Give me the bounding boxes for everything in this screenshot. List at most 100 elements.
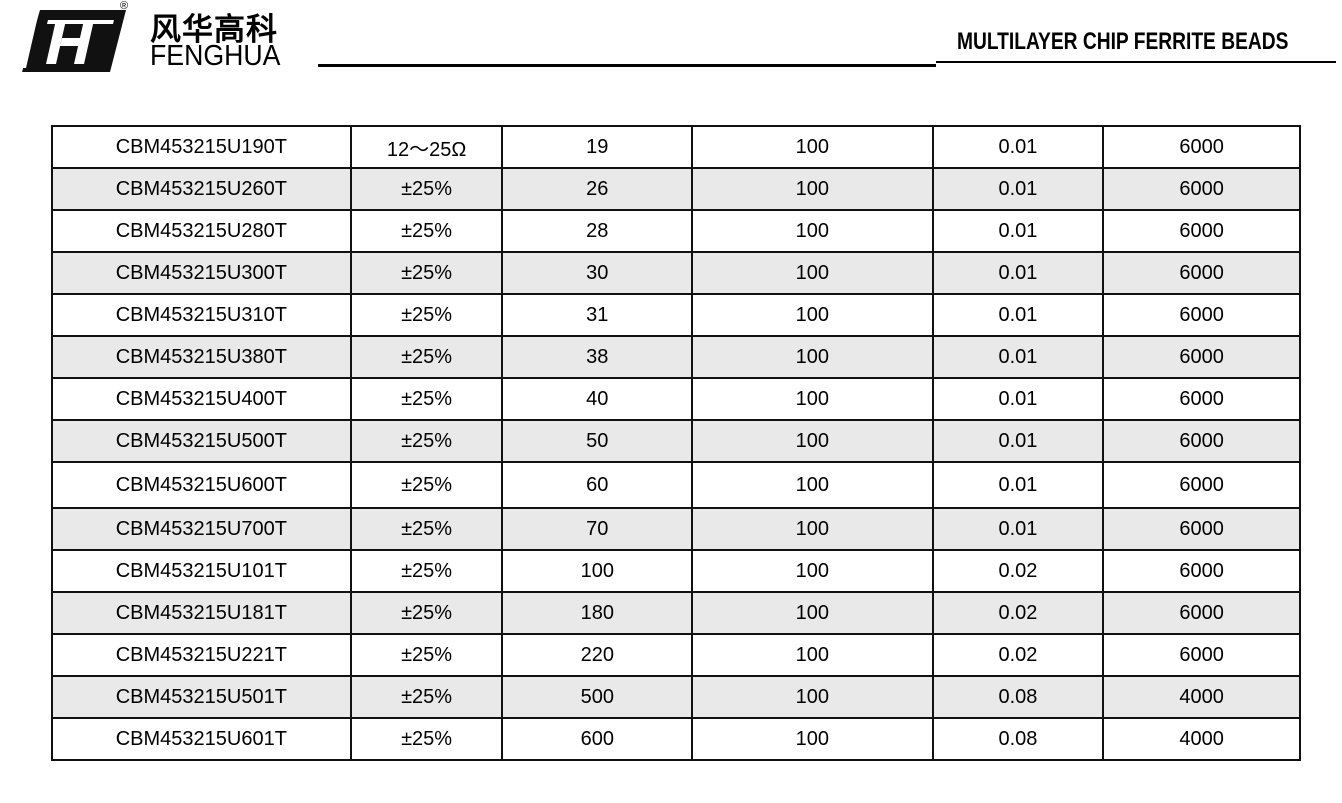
table-row: CBM453215U600T ±25% 60 100 0.01 6000 bbox=[51, 461, 1301, 509]
header-rule-right bbox=[936, 61, 1336, 63]
table-row: CBM453215U300T ±25% 30 100 0.01 6000 bbox=[51, 251, 1301, 295]
table-cell: 0.01 bbox=[931, 507, 1105, 551]
table-cell: 100 bbox=[691, 167, 934, 211]
table-cell: ±25% bbox=[349, 717, 504, 761]
table-cell: 0.01 bbox=[931, 251, 1105, 295]
table-cell: 100 bbox=[691, 461, 934, 509]
table-cell: CBM453215U310T bbox=[51, 293, 352, 337]
table-cell: ±25% bbox=[349, 377, 504, 421]
table-row: CBM453215U190T 12～25Ω 19 100 0.01 6000 bbox=[51, 125, 1301, 169]
table-cell: CBM453215U700T bbox=[51, 507, 352, 551]
table-row: CBM453215U181T ±25% 180 100 0.02 6000 bbox=[51, 591, 1301, 635]
table-cell: 4000 bbox=[1102, 717, 1301, 761]
table-cell: 28 bbox=[501, 209, 694, 253]
table-cell: 0.01 bbox=[931, 377, 1105, 421]
table-row: CBM453215U501T ±25% 500 100 0.08 4000 bbox=[51, 675, 1301, 719]
table-cell: 100 bbox=[691, 377, 934, 421]
fenghua-logo-icon bbox=[21, 10, 126, 72]
table-cell: 100 bbox=[691, 507, 934, 551]
table-cell: 0.01 bbox=[931, 461, 1105, 509]
table-cell: CBM453215U221T bbox=[51, 633, 352, 677]
table-cell: 0.08 bbox=[931, 717, 1105, 761]
table-cell: 6000 bbox=[1102, 419, 1301, 463]
table-cell: 0.08 bbox=[931, 675, 1105, 719]
table-cell: 50 bbox=[501, 419, 694, 463]
table-cell: 4000 bbox=[1102, 675, 1301, 719]
table-cell: ±25% bbox=[349, 293, 504, 337]
table-row: CBM453215U380T ±25% 38 100 0.01 6000 bbox=[51, 335, 1301, 379]
registered-mark: ® bbox=[120, 0, 129, 12]
document-title: MULTILAYER CHIP FERRITE BEADS bbox=[957, 28, 1289, 55]
table-cell: 30 bbox=[501, 251, 694, 295]
table-cell: 220 bbox=[501, 633, 694, 677]
table-cell: 6000 bbox=[1102, 549, 1301, 593]
table-cell: ±25% bbox=[349, 251, 504, 295]
table-row: CBM453215U310T ±25% 31 100 0.01 6000 bbox=[51, 293, 1301, 337]
table-cell: ±25% bbox=[349, 507, 504, 551]
table-cell: 0.01 bbox=[931, 125, 1105, 169]
table-cell: 6000 bbox=[1102, 293, 1301, 337]
table-cell: 100 bbox=[691, 335, 934, 379]
table-cell: 100 bbox=[691, 419, 934, 463]
table-cell: 19 bbox=[501, 125, 694, 169]
table-cell: 600 bbox=[501, 717, 694, 761]
table-cell: 0.02 bbox=[931, 591, 1105, 635]
table-cell: CBM453215U400T bbox=[51, 377, 352, 421]
table-cell: ±25% bbox=[349, 591, 504, 635]
table-cell: CBM453215U260T bbox=[51, 167, 352, 211]
table-cell: CBM453215U500T bbox=[51, 419, 352, 463]
table-cell: 60 bbox=[501, 461, 694, 509]
table-cell: ±25% bbox=[349, 675, 504, 719]
table-row: CBM453215U601T ±25% 600 100 0.08 4000 bbox=[51, 717, 1301, 761]
table-row: CBM453215U221T ±25% 220 100 0.02 6000 bbox=[51, 633, 1301, 677]
table-cell: 180 bbox=[501, 591, 694, 635]
table-cell: CBM453215U300T bbox=[51, 251, 352, 295]
table-cell: 6000 bbox=[1102, 507, 1301, 551]
table-cell: 100 bbox=[691, 591, 934, 635]
table-cell: 6000 bbox=[1102, 335, 1301, 379]
table-cell: CBM453215U101T bbox=[51, 549, 352, 593]
table-cell: 6000 bbox=[1102, 251, 1301, 295]
table-cell: ±25% bbox=[349, 209, 504, 253]
table-row: CBM453215U400T ±25% 40 100 0.01 6000 bbox=[51, 377, 1301, 421]
table-cell: 70 bbox=[501, 507, 694, 551]
table-row: CBM453215U280T ±25% 28 100 0.01 6000 bbox=[51, 209, 1301, 253]
table-cell: 12～25Ω bbox=[349, 125, 504, 169]
table-cell: 100 bbox=[691, 717, 934, 761]
table-row: CBM453215U500T ±25% 50 100 0.01 6000 bbox=[51, 419, 1301, 463]
spec-table: CBM453215U190T 12～25Ω 19 100 0.01 6000 CBM4532… bbox=[51, 125, 1301, 761]
header-rule bbox=[318, 64, 936, 67]
table-cell: 100 bbox=[691, 251, 934, 295]
table-cell: 100 bbox=[691, 293, 934, 337]
table-cell: CBM453215U601T bbox=[51, 717, 352, 761]
table-cell: CBM453215U190T bbox=[51, 125, 352, 169]
table-cell: 6000 bbox=[1102, 167, 1301, 211]
table-cell: 0.02 bbox=[931, 549, 1105, 593]
table-cell: ±25% bbox=[349, 633, 504, 677]
table-cell: CBM453215U280T bbox=[51, 209, 352, 253]
table-cell: 0.02 bbox=[931, 633, 1105, 677]
table-cell: ±25% bbox=[349, 335, 504, 379]
table-cell: ±25% bbox=[349, 549, 504, 593]
logo-english-name: FENGHUA bbox=[150, 40, 281, 72]
table-cell: 6000 bbox=[1102, 591, 1301, 635]
table-cell: 0.01 bbox=[931, 293, 1105, 337]
table-cell: 6000 bbox=[1102, 377, 1301, 421]
table-cell: ±25% bbox=[349, 461, 504, 509]
table-cell: 6000 bbox=[1102, 461, 1301, 509]
table-cell: 0.01 bbox=[931, 209, 1105, 253]
table-cell: 0.01 bbox=[931, 335, 1105, 379]
table-row: CBM453215U101T ±25% 100 100 0.02 6000 bbox=[51, 549, 1301, 593]
table-cell: 40 bbox=[501, 377, 694, 421]
table-cell: CBM453215U600T bbox=[51, 461, 352, 509]
table-cell: 0.01 bbox=[931, 419, 1105, 463]
table-row: CBM453215U260T ±25% 26 100 0.01 6000 bbox=[51, 167, 1301, 211]
table-cell: ±25% bbox=[349, 419, 504, 463]
table-cell: 6000 bbox=[1102, 125, 1301, 169]
table-cell: 38 bbox=[501, 335, 694, 379]
table-cell: 26 bbox=[501, 167, 694, 211]
table-cell: 500 bbox=[501, 675, 694, 719]
table-cell: 100 bbox=[691, 125, 934, 169]
table-cell: 6000 bbox=[1102, 209, 1301, 253]
table-cell: 100 bbox=[691, 633, 934, 677]
